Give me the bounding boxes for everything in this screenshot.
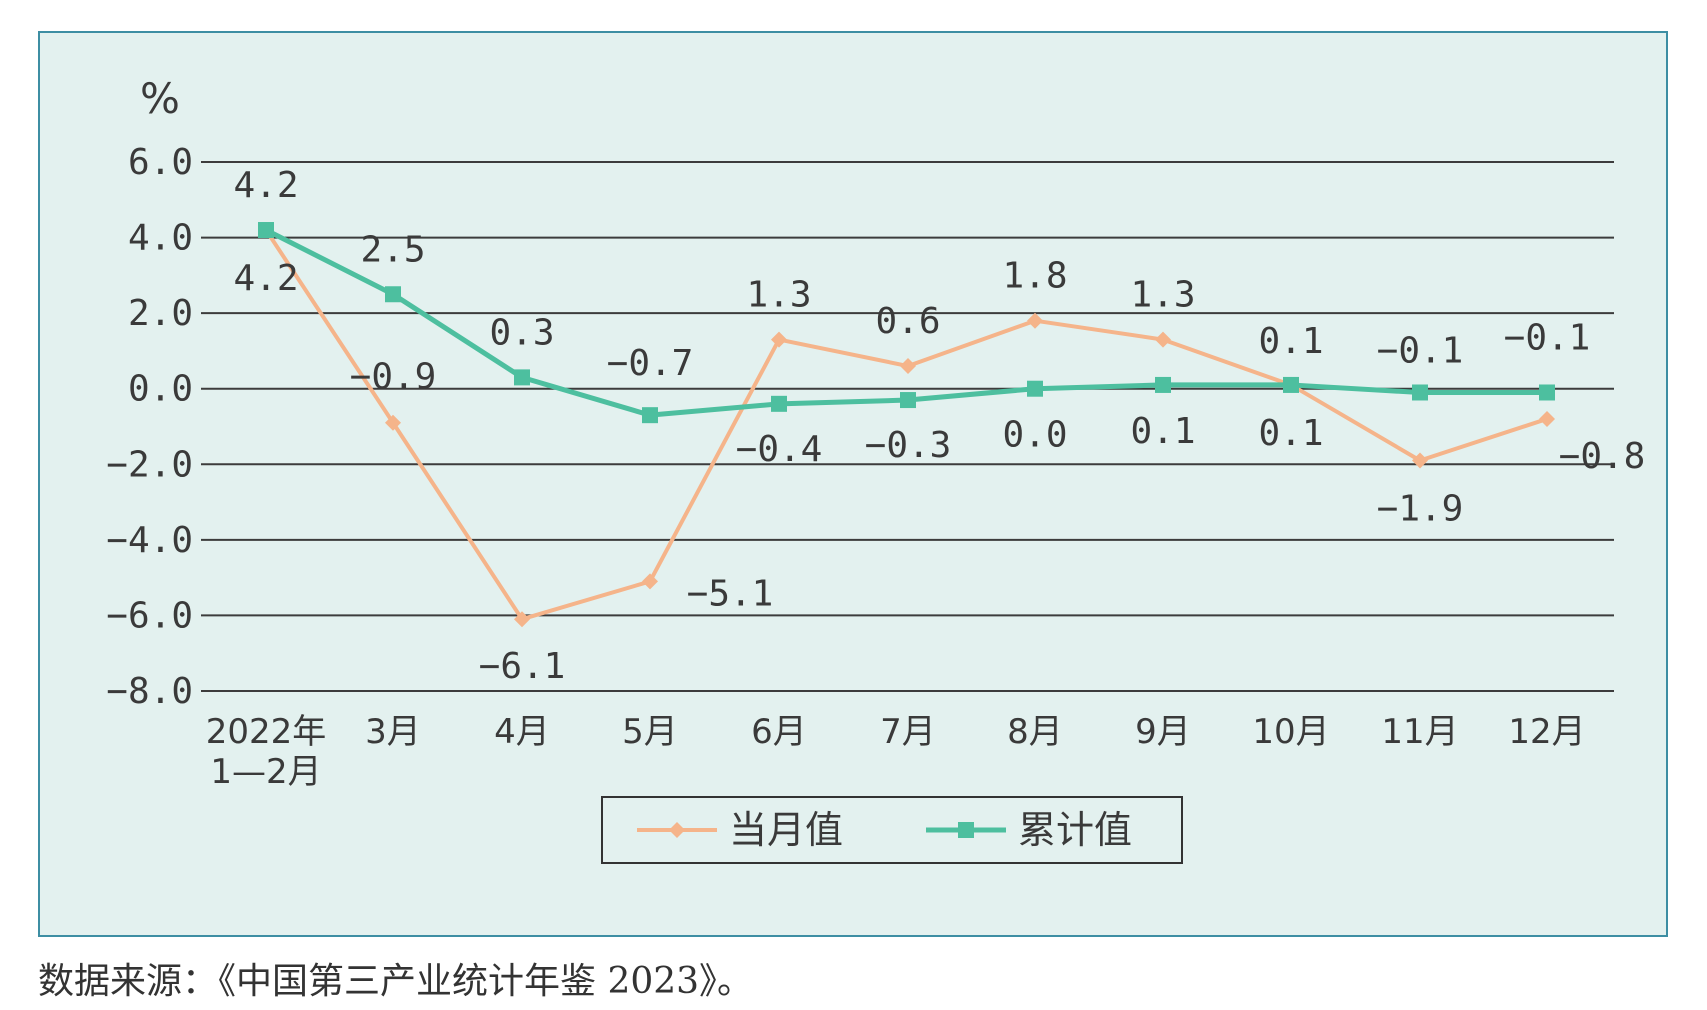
cumulative-data-label: 4.2 bbox=[233, 165, 298, 206]
monthly-data-label: −5.1 bbox=[687, 573, 774, 614]
monthly-point bbox=[1539, 410, 1555, 427]
x-tick-label: 1—2月 bbox=[210, 752, 321, 792]
cumulative-point bbox=[642, 407, 658, 424]
cumulative-data-label: 0.1 bbox=[1130, 411, 1195, 452]
y-tick-label: 4.0 bbox=[128, 218, 193, 259]
cumulative-point bbox=[900, 392, 916, 409]
monthly-data-label: 4.2 bbox=[233, 258, 298, 299]
monthly-data-label: 1.3 bbox=[1130, 275, 1195, 316]
legend-cumulative-marker bbox=[958, 822, 974, 838]
monthly-data-label: −0.9 bbox=[350, 357, 437, 398]
x-tick-label: 2022年 bbox=[206, 712, 327, 752]
monthly-data-label: 0.1 bbox=[1258, 413, 1323, 454]
monthly-point bbox=[1027, 312, 1043, 329]
x-tick-label: 10月 bbox=[1252, 712, 1329, 752]
monthly-point bbox=[1412, 452, 1428, 469]
x-tick-label: 6月 bbox=[751, 712, 807, 752]
x-tick-label: 7月 bbox=[880, 712, 936, 752]
cumulative-data-label: −0.7 bbox=[607, 343, 694, 384]
cumulative-point bbox=[1412, 384, 1428, 401]
legend-cumulative-label: 累计值 bbox=[1018, 808, 1132, 852]
cumulative-data-label: 0.1 bbox=[1258, 321, 1323, 362]
cumulative-data-label: 0.0 bbox=[1002, 415, 1067, 456]
y-tick-label: 6.0 bbox=[128, 142, 193, 183]
monthly-point bbox=[1155, 331, 1171, 348]
legend-monthly-label: 当月值 bbox=[729, 808, 843, 852]
monthly-data-label: −0.8 bbox=[1559, 436, 1646, 477]
monthly-data-label: −1.9 bbox=[1377, 489, 1464, 530]
y-tick-label: −4.0 bbox=[106, 520, 193, 561]
x-tick-label: 9月 bbox=[1135, 712, 1191, 752]
cumulative-point bbox=[1155, 376, 1171, 393]
cumulative-data-label: −0.4 bbox=[736, 429, 823, 470]
x-tick-label: 12月 bbox=[1508, 712, 1585, 752]
y-tick-label: −8.0 bbox=[106, 671, 193, 712]
cumulative-data-label: 0.3 bbox=[489, 312, 554, 353]
cumulative-data-label: −0.1 bbox=[1504, 317, 1591, 358]
cumulative-data-label: −0.3 bbox=[865, 425, 952, 466]
cumulative-point bbox=[514, 369, 530, 386]
monthly-point bbox=[385, 414, 401, 431]
monthly-data-label: −6.1 bbox=[479, 646, 566, 687]
cumulative-data-label: −0.1 bbox=[1377, 330, 1464, 371]
cumulative-point bbox=[1283, 376, 1299, 393]
source-note: 数据来源：《中国第三产业统计年鉴 2023》。 bbox=[38, 961, 754, 1002]
cumulative-point bbox=[258, 222, 274, 239]
y-unit-label: % bbox=[140, 74, 180, 123]
y-tick-label: 0.0 bbox=[128, 369, 193, 410]
chart-frame bbox=[38, 31, 1668, 937]
x-tick-label: 8月 bbox=[1007, 712, 1063, 752]
cumulative-point bbox=[385, 286, 401, 303]
monthly-data-label: 0.6 bbox=[875, 301, 940, 342]
x-tick-label: 3月 bbox=[365, 712, 421, 752]
x-tick-label: 4月 bbox=[494, 712, 550, 752]
monthly-point bbox=[642, 573, 658, 590]
cumulative-point bbox=[1027, 380, 1043, 397]
y-tick-label: −2.0 bbox=[106, 444, 193, 485]
cumulative-data-label: 2.5 bbox=[360, 229, 425, 270]
monthly-point bbox=[771, 331, 787, 348]
y-tick-label: −6.0 bbox=[106, 595, 193, 636]
monthly-data-label: 1.8 bbox=[1002, 256, 1067, 297]
cumulative-point bbox=[1539, 384, 1555, 401]
y-tick-label: 2.0 bbox=[128, 293, 193, 334]
monthly-point bbox=[514, 611, 530, 628]
monthly-point bbox=[900, 358, 916, 375]
legend-monthly-marker bbox=[669, 822, 685, 838]
legend-box bbox=[601, 796, 1183, 864]
cumulative-point bbox=[771, 395, 787, 412]
monthly-data-label: 1.3 bbox=[746, 275, 811, 316]
x-tick-label: 5月 bbox=[622, 712, 678, 752]
x-tick-label: 11月 bbox=[1381, 712, 1458, 752]
